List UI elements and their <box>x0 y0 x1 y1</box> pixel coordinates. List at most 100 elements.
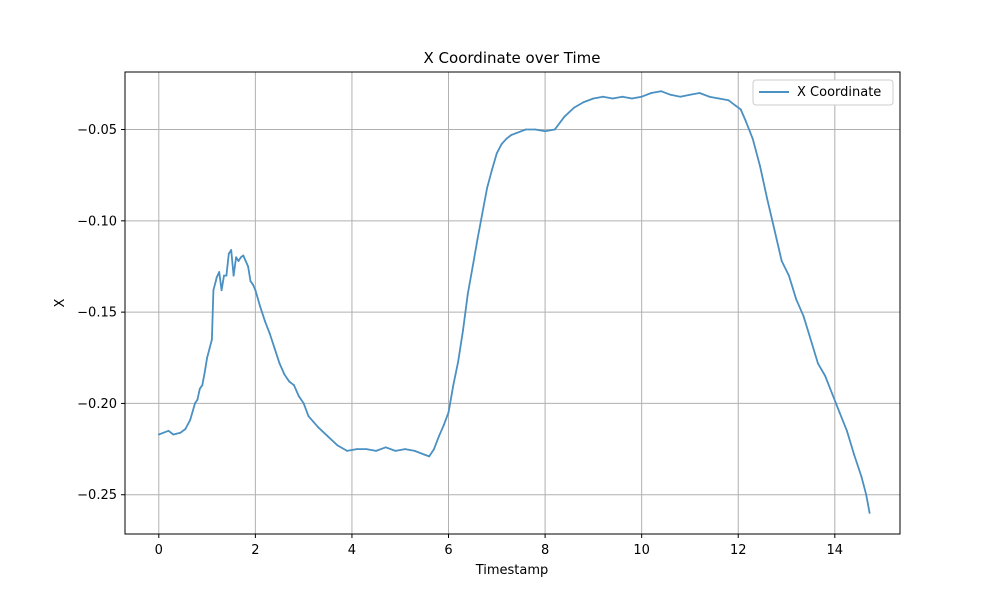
data-point <box>394 450 397 452</box>
data-point <box>734 104 737 107</box>
data-point <box>326 435 329 438</box>
data-point <box>698 92 701 94</box>
x-tick-label: 10 <box>633 543 650 558</box>
data-point <box>212 289 215 292</box>
data-point <box>476 238 479 241</box>
x-tick-label: 12 <box>730 543 747 558</box>
data-point <box>162 431 165 434</box>
data-point <box>865 493 868 496</box>
data-point <box>312 420 315 423</box>
data-point <box>157 433 160 436</box>
data-point <box>718 97 720 100</box>
x-tick-label: 14 <box>827 543 844 558</box>
data-point <box>189 419 192 421</box>
data-point <box>471 265 474 268</box>
data-point <box>486 187 488 189</box>
data-point <box>172 433 175 436</box>
data-point <box>179 431 182 434</box>
data-point <box>237 260 240 262</box>
data-point <box>524 128 527 131</box>
data-point <box>336 444 339 447</box>
data-point <box>254 289 257 292</box>
data-point <box>773 229 776 231</box>
x-tick-label: 4 <box>348 543 356 558</box>
data-point <box>860 475 863 478</box>
data-point <box>621 95 624 98</box>
data-point <box>669 93 672 96</box>
data-point <box>751 137 754 140</box>
grid <box>125 72 900 534</box>
data-point <box>442 424 445 427</box>
data-point <box>739 108 742 111</box>
data-point <box>259 305 262 308</box>
data-point <box>679 95 682 98</box>
data-point <box>220 289 223 292</box>
data-point <box>297 395 300 397</box>
data-point <box>242 254 245 257</box>
data-point <box>307 415 310 418</box>
data-point <box>495 152 498 155</box>
data-point <box>232 274 235 277</box>
data-point <box>660 90 662 93</box>
data-point <box>423 453 426 456</box>
data-point <box>553 128 556 131</box>
chart-title: X Coordinate over Time <box>424 49 601 67</box>
data-point <box>198 387 201 390</box>
data-point <box>788 274 790 277</box>
data-point <box>802 314 805 317</box>
data-point <box>708 95 711 98</box>
data-point <box>462 329 464 332</box>
plot-frame <box>124 71 901 535</box>
data-point <box>515 132 517 135</box>
data-point <box>573 106 575 109</box>
x-tick-label: 8 <box>541 543 549 558</box>
data-point <box>283 373 286 376</box>
data-point <box>167 429 170 432</box>
data-point <box>413 450 416 452</box>
data-point <box>249 280 252 282</box>
data-point <box>592 97 595 100</box>
data-point <box>795 298 798 301</box>
data-point <box>208 347 211 350</box>
data-point <box>227 252 230 255</box>
data-point <box>433 448 435 450</box>
data-point <box>766 198 769 200</box>
data-point <box>218 271 221 273</box>
data-point <box>780 260 783 262</box>
data-point <box>438 435 440 438</box>
data-point <box>302 402 305 405</box>
x-axis-label: Timestamp <box>475 563 549 578</box>
data-point <box>194 402 196 405</box>
data-point <box>211 338 213 341</box>
data-point <box>184 428 187 430</box>
data-point <box>520 130 522 133</box>
data-point <box>214 280 217 282</box>
legend: X Coordinate <box>752 79 894 106</box>
y-axis-label: X <box>53 298 68 307</box>
data-point <box>317 426 319 429</box>
data-point <box>203 371 206 374</box>
data-point <box>240 256 242 259</box>
data-point <box>689 93 691 96</box>
data-point <box>288 380 291 383</box>
data-point <box>727 99 730 102</box>
data-point <box>759 165 761 167</box>
data-point <box>384 446 387 449</box>
data-point <box>582 101 585 103</box>
series-layer <box>157 90 871 514</box>
data-point <box>447 411 450 414</box>
data-point <box>452 384 455 387</box>
x-tick-label: 2 <box>251 543 259 558</box>
data-point <box>273 347 276 350</box>
data-point <box>611 97 614 100</box>
data-point <box>846 429 848 432</box>
y-tick-label: −0.10 <box>77 214 117 229</box>
data-point <box>244 260 247 262</box>
data-point <box>563 115 566 118</box>
x-tick-label: 0 <box>155 543 163 558</box>
data-point <box>466 293 469 295</box>
data-point <box>534 128 537 131</box>
data-point <box>602 95 604 98</box>
y-tick-label: −0.05 <box>77 123 117 138</box>
